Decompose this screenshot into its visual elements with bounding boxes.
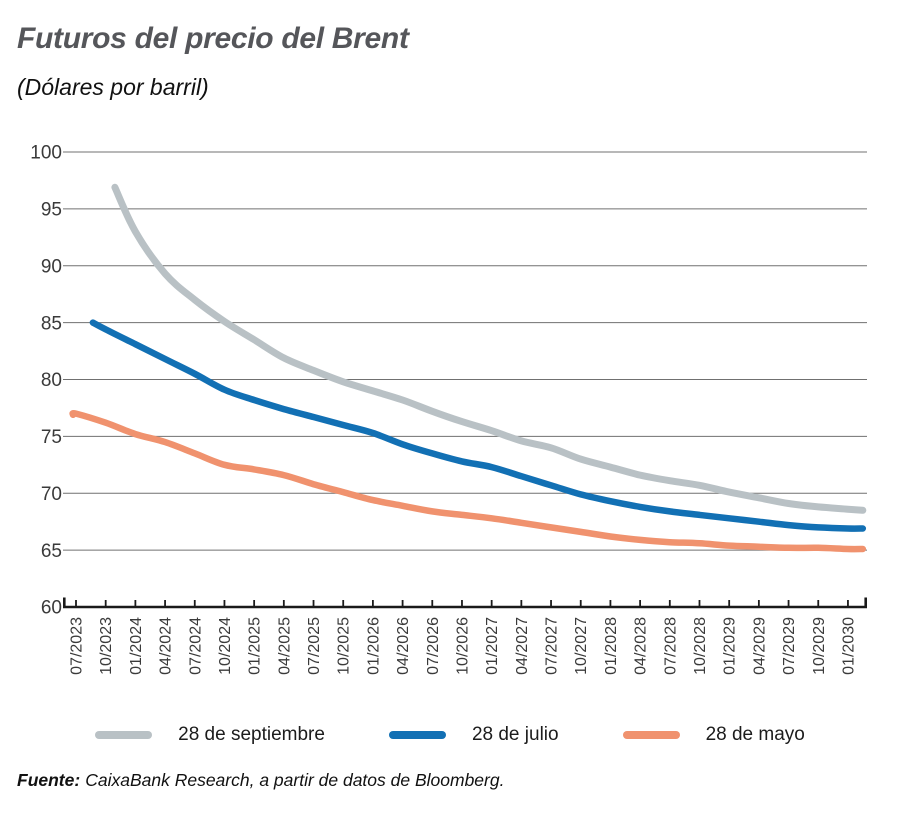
x-tick-label: 01/2024 — [128, 617, 145, 675]
x-tick-label: 04/2025 — [276, 617, 293, 675]
x-axis — [63, 597, 868, 609]
gridlines — [63, 151, 867, 551]
legend-item: 28 de septiembre — [95, 724, 325, 746]
y-tick-label: 90 — [41, 256, 62, 277]
chart-legend: 28 de septiembre 28 de julio 28 de mayo — [0, 724, 900, 746]
x-tick-label: 07/2028 — [662, 617, 679, 675]
y-tick-label: 80 — [41, 370, 62, 391]
x-tick-label: 10/2026 — [454, 617, 471, 675]
page-title: Futuros del precio del Brent — [17, 22, 409, 55]
x-tick-label: 07/2029 — [781, 617, 798, 675]
x-tick-label: 01/2030 — [840, 617, 857, 675]
x-tick-label: 07/2023 — [69, 617, 86, 675]
x-tick-label: 04/2027 — [514, 617, 531, 675]
y-tick-label: 75 — [41, 427, 62, 448]
x-tick-label: 01/2026 — [365, 617, 382, 675]
x-tick-label: 07/2026 — [425, 617, 442, 675]
x-tick-label: 10/2027 — [573, 617, 590, 675]
y-tick-label: 65 — [41, 541, 62, 562]
chart-subtitle: (Dólares por barril) — [17, 74, 209, 100]
y-tick-label: 85 — [41, 313, 62, 334]
x-tick-label: 10/2024 — [217, 617, 234, 675]
legend-item: 28 de mayo — [622, 724, 805, 746]
source-text: CaixaBank Research, a partir de datos de… — [85, 770, 505, 790]
x-tick-label: 04/2029 — [751, 617, 768, 675]
x-tick-label: 04/2028 — [633, 617, 650, 675]
legend-swatch-icon — [95, 731, 153, 739]
y-tick-label: 70 — [41, 484, 62, 505]
x-tick-label: 07/2027 — [544, 617, 561, 675]
y-tick-label: 100 — [30, 143, 62, 164]
x-tick-label: 04/2026 — [395, 617, 412, 675]
legend-swatch-icon — [388, 731, 446, 739]
x-tick-label: 10/2029 — [811, 617, 828, 675]
legend-label: 28 de mayo — [705, 724, 805, 745]
series-lines — [69, 183, 867, 553]
legend-label: 28 de septiembre — [178, 724, 325, 745]
y-tick-label: 60 — [41, 598, 62, 619]
x-tick-label: 10/2025 — [336, 617, 353, 675]
x-tick-label: 07/2024 — [187, 617, 204, 675]
x-tick-label: 07/2025 — [306, 617, 323, 675]
x-tick-label: 01/2029 — [722, 617, 739, 675]
legend-item: 28 de julio — [388, 724, 559, 746]
legend-label: 28 de julio — [471, 724, 559, 745]
x-tick-label: 01/2028 — [603, 617, 620, 675]
y-tick-label: 95 — [41, 200, 62, 221]
series-line-28-de-mayo — [69, 409, 867, 553]
x-tick-label: 04/2024 — [158, 617, 175, 675]
source-label: Fuente: — [17, 770, 81, 790]
series-line-28-de-septiembre — [111, 183, 867, 514]
x-tick-label: 10/2023 — [98, 617, 115, 675]
x-tick-label: 01/2027 — [484, 617, 501, 675]
y-axis-labels: 60 65 70 75 80 85 90 95 100 — [30, 143, 62, 619]
x-tick-label: 01/2025 — [247, 617, 264, 675]
x-axis-labels: 07/2023 10/2023 01/2024 04/2024 07/2024 10/20… — [69, 617, 858, 675]
series-line-28-de-julio — [89, 319, 867, 532]
legend-swatch-icon — [622, 731, 680, 739]
source-note: Fuente: CaixaBank Research, a partir de d… — [17, 770, 504, 791]
x-tick-label: 10/2028 — [692, 617, 709, 675]
